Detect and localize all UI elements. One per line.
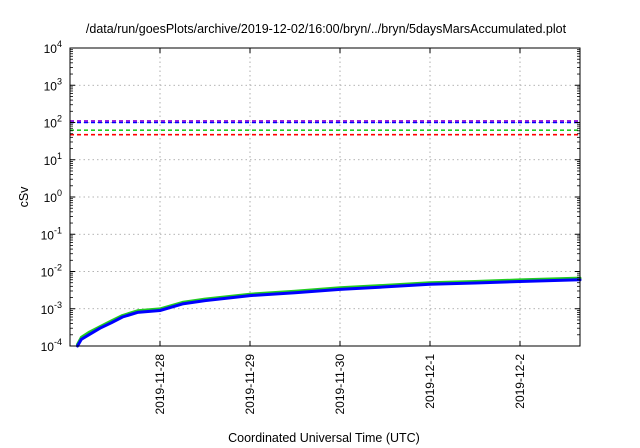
y-tick-label: 102 — [44, 114, 62, 131]
y-tick-label: 100 — [44, 188, 62, 205]
y-tick-label: 101 — [44, 151, 62, 168]
y-tick-label: 10-3 — [41, 300, 62, 317]
grid — [70, 48, 580, 346]
x-axis-ticks: 2019-11-28 2019-11-29 2019-11-30 2019-12-1 2… — [153, 48, 527, 415]
y-tick-label: 103 — [44, 76, 62, 93]
y-tick-label: 10-1 — [41, 225, 62, 242]
y-axis-ticks: 10-4 10-3 10-2 10-1 100 101 102 103 104 — [41, 39, 580, 354]
x-tick-label: 2019-11-28 — [153, 354, 167, 415]
data-series — [76, 276, 582, 348]
y-tick-label: 104 — [44, 39, 62, 56]
threshold-lines — [70, 120, 580, 136]
x-axis-label: Coordinated Universal Time (UTC) — [228, 431, 420, 445]
x-tick-label: 2019-11-30 — [333, 354, 347, 415]
chart-title: /data/run/goesPlots/archive/2019-12-02/1… — [86, 22, 567, 36]
y-tick-label: 10-4 — [41, 337, 62, 354]
series-line — [76, 278, 582, 348]
x-tick-label: 2019-12-2 — [513, 354, 527, 409]
y-axis-label: cSv — [17, 186, 31, 208]
x-tick-label: 2019-11-29 — [243, 354, 257, 415]
x-tick-label: 2019-12-1 — [423, 354, 437, 409]
y-tick-label: 10-2 — [41, 263, 62, 280]
